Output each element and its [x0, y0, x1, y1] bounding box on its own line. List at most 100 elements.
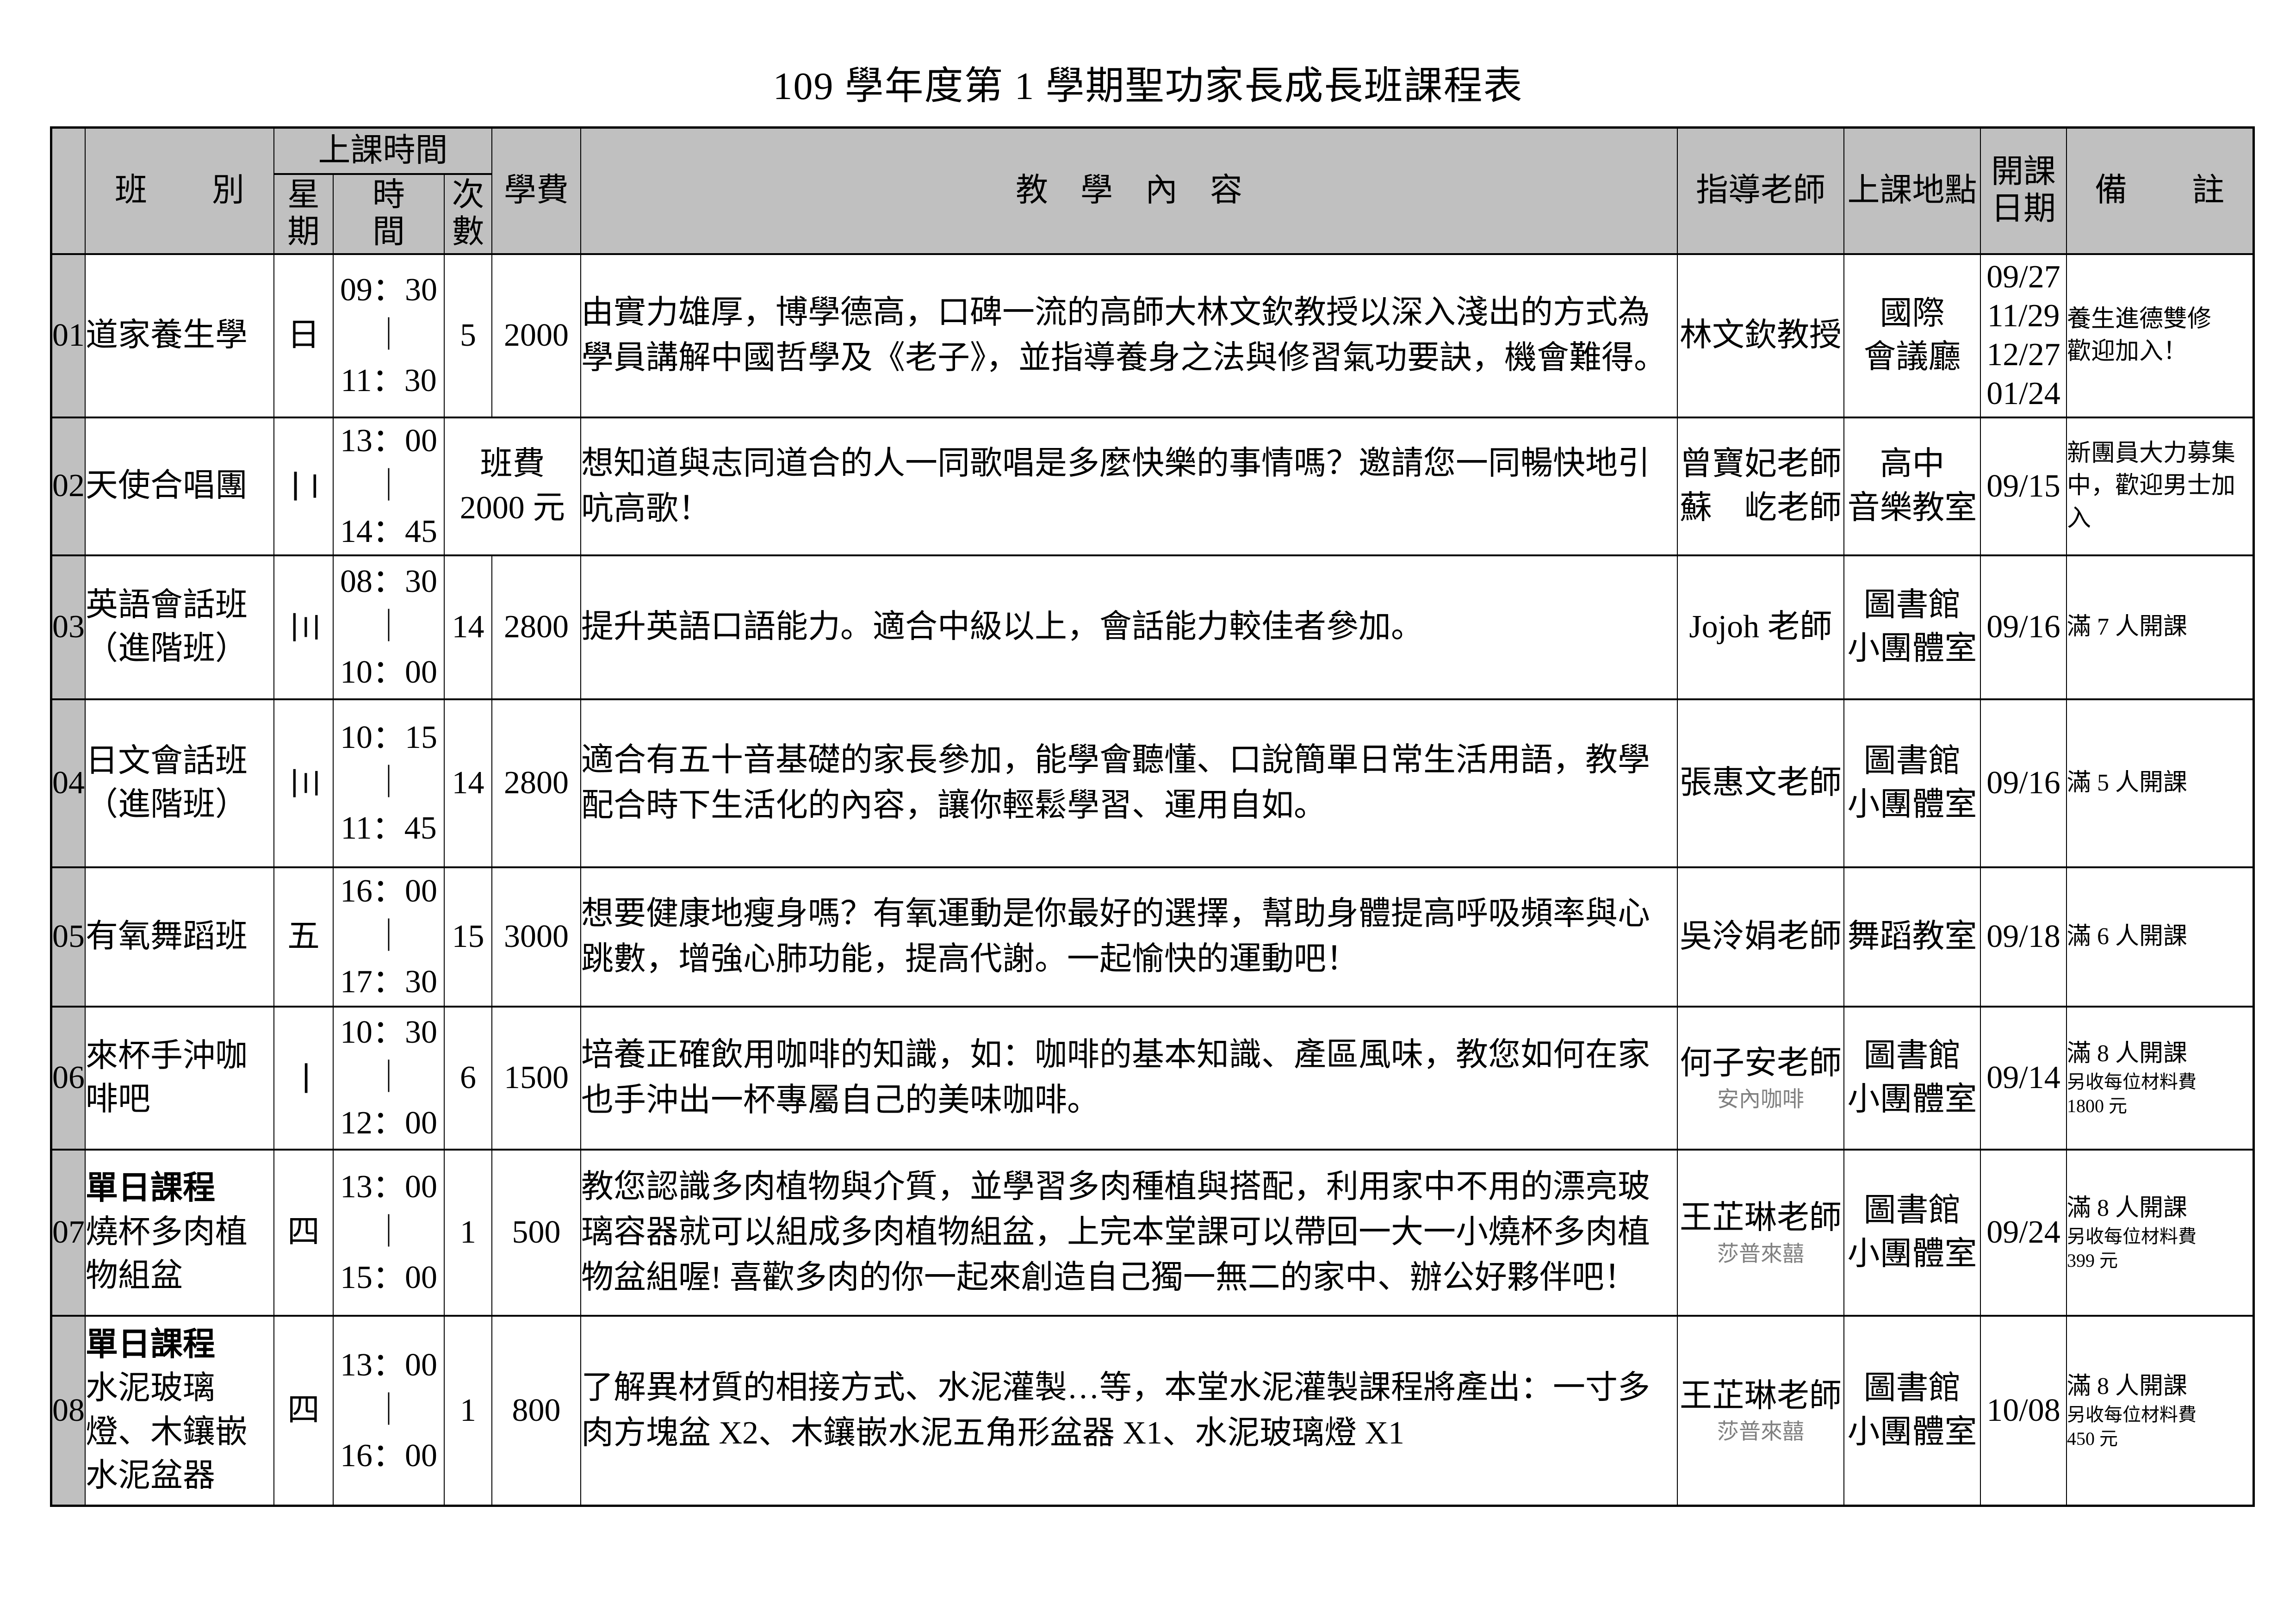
weekday-value: 二 — [286, 470, 322, 503]
cell-remarks: 滿 6 人開課 — [2066, 866, 2254, 1008]
cell-remarks: 滿 8 人開課 另收每位材料費 450 元 — [2066, 1314, 2254, 1507]
cell-teacher: 何子安老師 安內咖啡 — [1677, 1005, 1844, 1151]
weekday-value: 日 — [287, 317, 320, 353]
remarks-text: 新團員大力募集中，歡迎男士加入 — [2067, 440, 2236, 532]
cell-fee: 2800 — [491, 698, 581, 868]
cell-teacher: 張惠文老師 — [1677, 698, 1844, 868]
remarks-text: 滿 8 人開課 — [2067, 1195, 2188, 1221]
cell-row-number: 04 — [50, 698, 86, 868]
cell-content: 教您認識多肉植物與介質，並學習多肉種植與搭配，利用家中不用的漂亮玻璃容器就可以組… — [580, 1148, 1678, 1317]
table-header: 班 別 上課時間 學費 教 學 內 容 指導老師 上課地點 開課 日期 備 註 … — [50, 126, 2254, 255]
table-row: 02 天使合唱團 二 13：00 ｜ 14：45 班費 2000 元 想知道與志… — [50, 416, 2254, 556]
cell-weekday: 五 — [273, 866, 334, 1008]
cell-time: 13：00 ｜ 15：00 — [333, 1148, 445, 1317]
remarks-material-fee: 另收每位材料費 399 元 — [2067, 1226, 2197, 1271]
cell-weekday: 一 — [273, 1005, 334, 1151]
cell-time: 10：15 ｜ 11：45 — [333, 698, 445, 868]
cell-weekday: 四 — [273, 1148, 334, 1317]
header-row-number — [50, 126, 86, 255]
cell-time: 13：00 ｜ 16：00 — [333, 1314, 445, 1507]
cell-weekday: 日 — [273, 253, 334, 418]
cell-content: 由實力雄厚，博學德高，口碑一流的高師大林文欽教授以深入淺出的方式為學員講解中國哲… — [580, 253, 1678, 418]
table-row: 04 日文會話班 （進階班） 三 10：15 ｜ 11：45 14 2800 適… — [50, 698, 2254, 868]
cell-remarks: 養生進德雙修 歡迎加入！ — [2066, 253, 2254, 418]
cell-weekday: 三 — [273, 698, 334, 868]
cell-content: 想知道與志同道合的人一同歌唱是多麼快樂的事情嗎？邀請您一同暢快地引吭高歌！ — [580, 416, 1678, 556]
header-teacher: 指導老師 — [1677, 126, 1844, 255]
remarks-text: 滿 8 人開課 — [2067, 1040, 2188, 1067]
cell-class-name: 道家養生學 — [85, 253, 274, 418]
cell-content: 適合有五十音基礎的家長參加，能學會聽懂、口說簡單日常生活用語，教學配合時下生活化… — [580, 698, 1678, 868]
cell-sessions: 15 — [444, 866, 492, 1008]
cell-start-date: 09/27 11/29 12/27 01/24 — [1980, 253, 2067, 418]
cell-fee: 3000 — [491, 866, 581, 1008]
cell-class-fund: 班費 2000 元 — [444, 416, 581, 556]
teacher-name: 王芷琳老師 — [1680, 1200, 1842, 1236]
teacher-name: Jojoh 老師 — [1689, 609, 1832, 645]
cell-class-name: 天使合唱團 — [85, 416, 274, 556]
remarks-text: 滿 7 人開課 — [2067, 613, 2188, 640]
header-content: 教 學 內 容 — [580, 126, 1678, 255]
weekday-value: 三 — [286, 611, 322, 643]
table-row: 03 英語會話班 （進階班） 三 08：30 ｜ 10：00 14 2800 提… — [50, 554, 2254, 700]
cell-teacher: 吳泠娟老師 — [1677, 866, 1844, 1008]
cell-teacher: 林文欽教授 — [1677, 253, 1844, 418]
cell-location: 圖書館 小團體室 — [1843, 554, 1981, 700]
cell-teacher: 王芷琳老師 莎普來囍 — [1677, 1314, 1844, 1507]
cell-time: 10：30 ｜ 12：00 — [333, 1005, 445, 1151]
cell-content: 提升英語口語能力。適合中級以上，會話能力較佳者參加。 — [580, 554, 1678, 700]
cell-location: 圖書館 小團體室 — [1843, 1148, 1981, 1317]
cell-sessions: 14 — [444, 698, 492, 868]
cell-remarks: 滿 5 人開課 — [2066, 698, 2254, 868]
cell-row-number: 02 — [50, 416, 86, 556]
remarks-text: 滿 8 人開課 — [2067, 1373, 2188, 1400]
cell-location: 高中 音樂教室 — [1843, 416, 1981, 556]
remarks-material-fee: 另收每位材料費 1800 元 — [2067, 1071, 2197, 1117]
cell-weekday: 四 — [273, 1314, 334, 1507]
cell-row-number: 06 — [50, 1005, 86, 1151]
cell-row-number: 08 — [50, 1314, 86, 1507]
cell-start-date: 10/08 — [1980, 1314, 2067, 1507]
class-name: 燒杯多肉植物組盆 — [86, 1214, 248, 1294]
class-name-category: 單日課程 — [86, 1326, 215, 1363]
course-schedule-table: 班 別 上課時間 學費 教 學 內 容 指導老師 上課地點 開課 日期 備 註 … — [50, 126, 2255, 1507]
cell-remarks: 滿 8 人開課另收每位材料費 399 元 — [2066, 1148, 2254, 1317]
cell-class-name: 有氧舞蹈班 — [85, 866, 274, 1008]
cell-fee: 2800 — [491, 554, 581, 700]
weekday-value: 一 — [286, 1062, 322, 1094]
header-time: 時 間 — [333, 173, 445, 255]
header-weekday: 星 期 — [273, 173, 334, 255]
cell-start-date: 09/16 — [1980, 698, 2067, 868]
page-title: 109 學年度第 1 學期聖功家長成長班課程表 — [773, 65, 1523, 108]
cell-location: 圖書館 小團體室 — [1843, 1005, 1981, 1151]
cell-fee: 1500 — [491, 1005, 581, 1151]
teacher-name: 吳泠娟老師 — [1680, 918, 1842, 954]
teacher-subtitle: 莎普來囍 — [1717, 1420, 1804, 1444]
cell-remarks: 滿 8 人開課另收每位材料費 1800 元 — [2066, 1005, 2254, 1151]
cell-fee: 500 — [491, 1148, 581, 1317]
remarks-text: 養生進德雙修 歡迎加入！ — [2067, 305, 2212, 365]
cell-start-date: 09/24 — [1980, 1148, 2067, 1317]
cell-time: 16：00 ｜ 17：30 — [333, 866, 445, 1008]
cell-teacher: 曾寶妃老師 蘇 屹老師 — [1677, 416, 1844, 556]
cell-sessions: 14 — [444, 554, 492, 700]
cell-weekday: 二 — [273, 416, 334, 556]
cell-fee: 800 — [491, 1314, 581, 1507]
cell-time: 09：30 ｜ 11：30 — [333, 253, 445, 418]
teacher-subtitle: 莎普來囍 — [1717, 1242, 1804, 1266]
cell-content: 培養正確飲用咖啡的知識，如：咖啡的基本知識、產區風味，教您如何在家也手沖出一杯專… — [580, 1005, 1678, 1151]
cell-start-date: 09/15 — [1980, 416, 2067, 556]
cell-class-name: 單日課程 水泥玻璃燈、木鑲嵌水泥盆器 — [85, 1314, 274, 1507]
cell-row-number: 03 — [50, 554, 86, 700]
teacher-name: 張惠文老師 — [1680, 765, 1842, 801]
cell-content: 想要健康地瘦身嗎？有氧運動是你最好的選擇，幫助身體提高呼吸頻率與心跳數，增強心肺… — [580, 866, 1678, 1008]
table-row: 06 來杯手沖咖啡吧 一 10：30 ｜ 12：00 6 1500 培養正確飲用… — [50, 1005, 2254, 1151]
cell-start-date: 09/16 — [1980, 554, 2067, 700]
class-name-category: 單日課程 — [86, 1170, 215, 1207]
teacher-name: 林文欽教授 — [1680, 317, 1842, 353]
cell-start-date: 09/18 — [1980, 866, 2067, 1008]
cell-sessions: 5 — [444, 253, 492, 418]
cell-location: 圖書館 小團體室 — [1843, 1314, 1981, 1507]
cell-time: 08：30 ｜ 10：00 — [333, 554, 445, 700]
teacher-subtitle: 安內咖啡 — [1717, 1087, 1804, 1112]
